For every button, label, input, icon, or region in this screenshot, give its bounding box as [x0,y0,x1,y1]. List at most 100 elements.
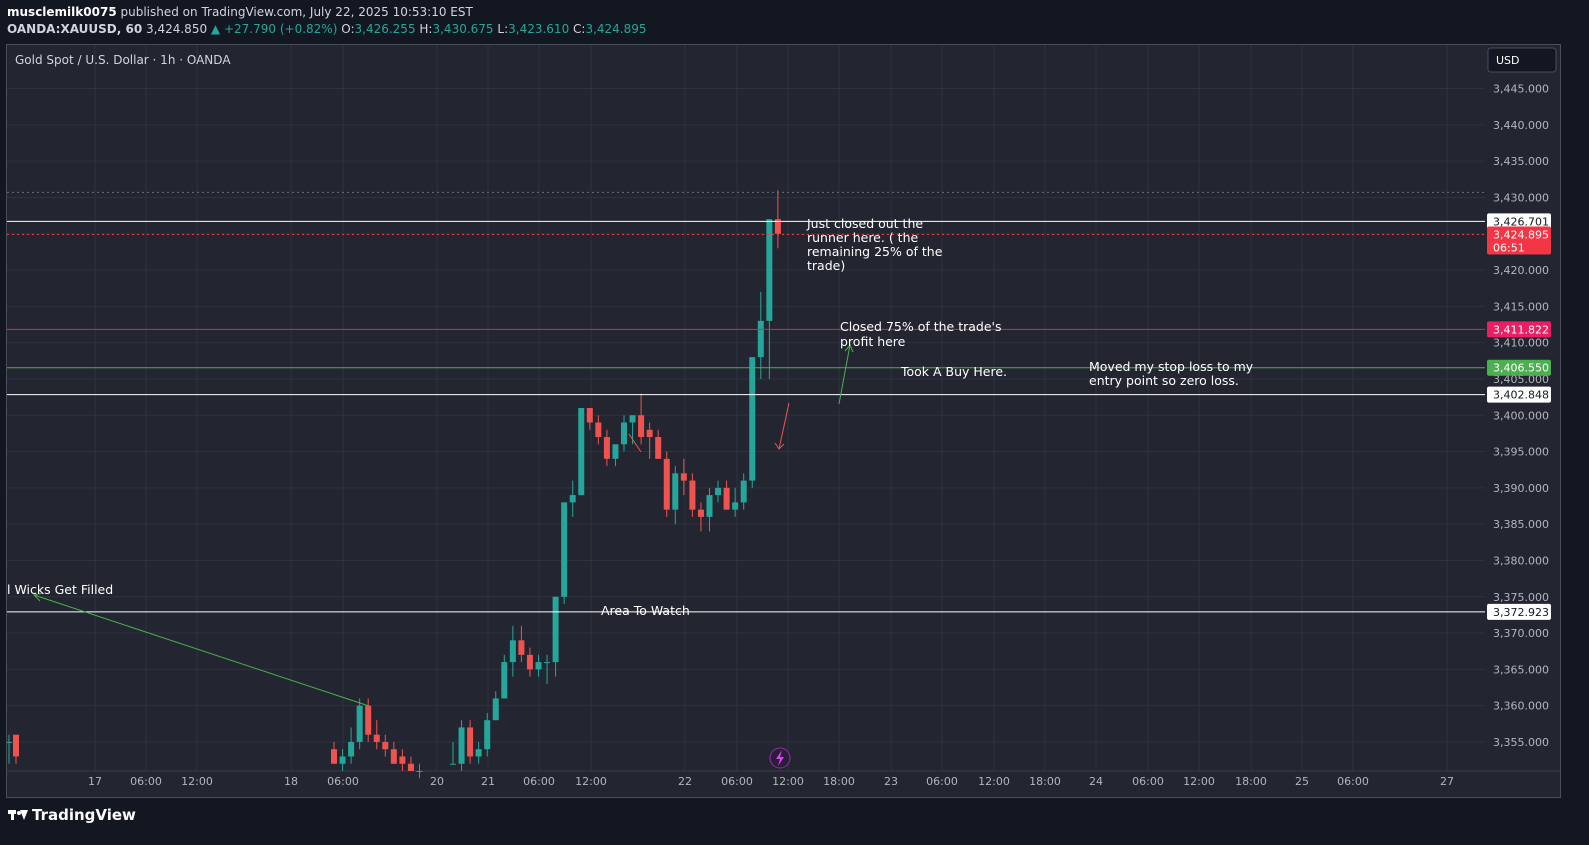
tradingview-logo-icon [8,808,28,822]
y-tick-label: 3,360.000 [1493,700,1549,713]
x-tick-label: 22 [678,775,692,788]
y-tick-label: 3,365.000 [1493,663,1549,676]
red-small-arrow [628,433,642,453]
chart-annotation: Just closed out the [806,216,923,231]
chart-pane[interactable]: 3,355.000 3,360.000 3,365.000 3,370.000 3,37… [6,44,1561,798]
candle-body [732,502,739,510]
green-arrow-head [33,592,44,602]
price-tag-label: 3,406.550 [1493,362,1549,375]
candle-body [407,763,414,771]
candle-body [7,741,12,743]
y-tick-label: 3,430.000 [1493,191,1549,204]
publish-text: published on TradingView.com, July 22, 2… [120,5,473,19]
candle-body [672,473,679,510]
x-tick-label: 17 [88,775,102,788]
candle-body [450,763,456,765]
candle-body [526,654,533,670]
currency-selector [1487,47,1557,73]
candle-body [715,487,722,496]
x-tick-label: 12:00 [575,775,607,788]
chart-annotation: l Wicks Get Filled [7,582,113,597]
candle-body [501,662,508,699]
red-arrow-head [774,442,785,450]
author-name[interactable]: musclemilk0075 [7,5,117,19]
candle-body [586,408,593,423]
candle-body [578,408,585,496]
high-label: H: [419,22,433,36]
lightning-bolt-icon [776,750,784,766]
change-value: +27.790 (+0.82%) [223,22,338,36]
candle-body [399,756,406,764]
low-value: 3,423.610 [508,22,570,36]
price-tag-label: 3,402.848 [1493,389,1549,402]
chart-annotation: Closed 75% of the trade's [840,319,1002,334]
candle-body [766,219,773,321]
chart-annotation: Took A Buy Here. [900,364,1007,379]
x-tick-label: 12:00 [772,775,804,788]
candle-body [331,749,337,764]
x-tick-label: 18 [284,775,298,788]
chart-annotation: runner here. ( the [807,230,918,245]
candle-body [382,741,389,750]
x-tick-label: 06:00 [721,775,753,788]
chart-annotation: Moved my stop loss to my [1089,359,1254,374]
chart-annotation: remaining 25% of the [807,244,943,259]
candle-body [339,756,346,764]
chart-annotation: trade) [807,258,845,273]
candle-body [356,705,363,742]
y-tick-label: 3,405.000 [1493,373,1549,386]
y-tick-label: 3,445.000 [1493,83,1549,96]
candle-body [475,749,482,757]
x-tick-label: 06:00 [1337,775,1369,788]
candle-body [348,741,355,757]
symbol-label: OANDA:XAUUSD, 60 [7,22,143,36]
y-tick-label: 3,375.000 [1493,591,1549,604]
x-tick-label: 12:00 [1183,775,1215,788]
candle-body [629,415,636,423]
y-tick-label: 3,435.000 [1493,155,1549,168]
price-tag-label: 3,411.822 [1493,323,1549,336]
y-tick-label: 3,400.000 [1493,409,1549,422]
price-tag [1487,359,1551,376]
candle-body [621,422,627,445]
footer-brand-label: TradingView [32,806,136,824]
footer-brand[interactable]: TradingView [8,806,136,824]
y-tick-label: 3,385.000 [1493,518,1549,531]
price-tag [1487,603,1551,620]
candle-body [603,437,610,459]
candle-body [655,437,662,459]
x-tick-label: 12:00 [181,775,213,788]
candle-body [638,415,645,438]
price-chart[interactable]: 3,355.000 3,360.000 3,365.000 3,370.000 3,37… [7,45,1561,798]
price-tag [1487,321,1551,338]
open-value: 3,426.255 [354,22,416,36]
candle-body [749,357,756,481]
x-tick-label: 24 [1089,775,1103,788]
up-arrow-icon: ▲ [210,22,221,36]
candle-body [723,487,730,510]
y-tick-label: 3,420.000 [1493,264,1549,277]
candle-body [13,734,19,757]
x-tick-label: 18:00 [1235,775,1267,788]
chart-annotation: entry point so zero loss. [1089,373,1239,388]
green-arrow-head [844,344,854,353]
publish-info: musclemilk0075 published on TradingView.… [7,5,473,19]
y-tick-label: 3,390.000 [1493,482,1549,495]
candle-body [365,705,372,735]
last-price: 3,424.850 [146,22,208,36]
candle-body [390,749,397,764]
candle-body [680,473,687,481]
candle-body [706,495,713,517]
green-trend-line [33,594,370,707]
candle-body [757,320,764,358]
candle-body [774,219,781,234]
chart-annotation: profit here [840,334,906,349]
candle-body [544,662,551,664]
x-tick-label: 06:00 [130,775,162,788]
price-tag-label: 3,424.895 [1493,229,1549,242]
y-tick-label: 3,410.000 [1493,337,1549,350]
x-tick-label: 18:00 [823,775,855,788]
price-tag-label: 3,426.701 [1493,215,1549,228]
price-tag [1487,226,1551,255]
green-arrow-line [838,344,851,405]
